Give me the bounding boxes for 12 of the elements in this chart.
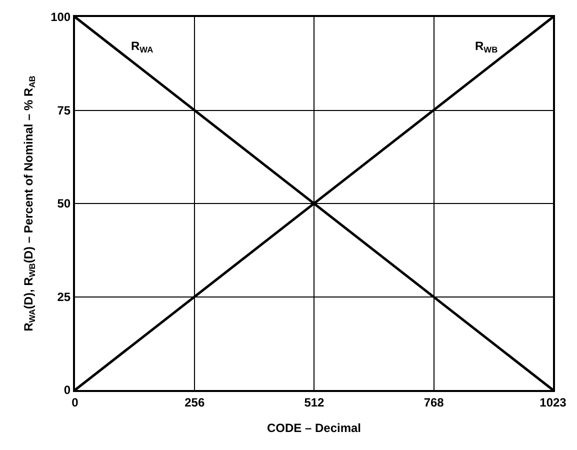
- y-tick-label: 100: [50, 10, 71, 24]
- y-tick-label: 50: [57, 196, 71, 211]
- x-axis-title: CODE – Decimal: [266, 420, 362, 435]
- x-tick-label: 1023: [540, 395, 567, 410]
- y-tick-label: 0: [64, 383, 71, 398]
- series-label: R$_{WB}$: [475, 39, 498, 55]
- y-tick-label: 25: [57, 290, 71, 304]
- x-tick-label: 256: [184, 395, 205, 410]
- x-tick-label: 768: [424, 395, 444, 410]
- x-tick-label: 512: [304, 395, 325, 410]
- y-tick-label: 75: [57, 103, 71, 118]
- series-label: R$_{WA}$: [131, 39, 154, 55]
